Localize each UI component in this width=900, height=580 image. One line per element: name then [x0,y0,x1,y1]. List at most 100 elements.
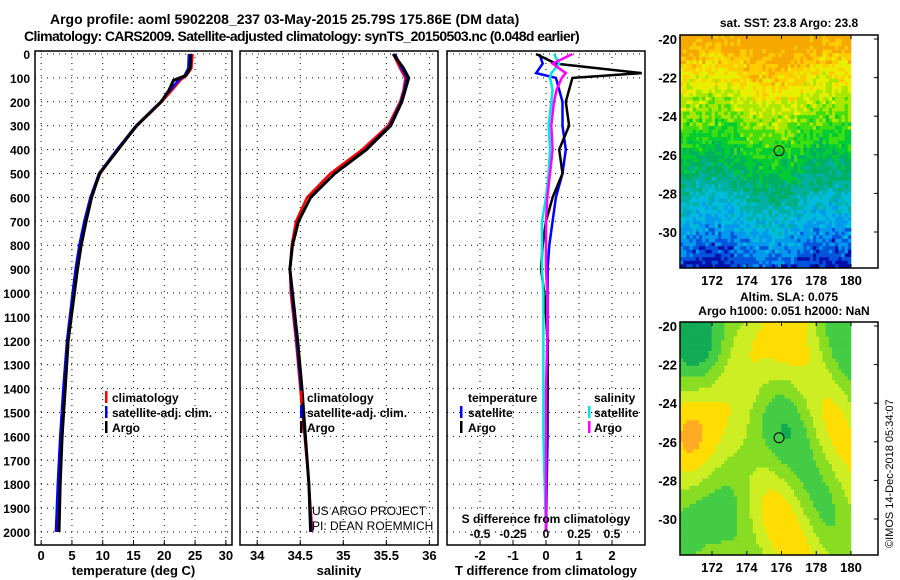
map-cell [787,166,792,170]
map-cell [695,478,700,483]
map-cell [841,49,845,54]
map-cell [708,449,712,454]
map-cell [727,322,731,326]
map-cell [695,173,700,178]
map-cell [752,136,757,141]
map-cell [743,195,747,200]
map-cell [794,180,798,185]
map-cell [835,195,839,200]
map-cell [695,104,700,109]
map-cell [711,129,716,134]
map-cell [711,187,716,192]
x-tick-label: -2 [474,548,486,563]
map-cell [718,394,722,399]
map-cell [746,122,750,127]
map-cell [797,260,801,265]
map-cell [809,78,814,83]
map-cell [762,96,766,101]
map-cell [683,75,687,79]
map-cell [828,38,833,43]
map-cell [727,420,731,425]
map-cell [771,253,776,258]
map-cell [841,217,845,221]
map-cell [822,213,826,218]
map-cell [711,260,716,265]
map-cell [835,75,839,79]
map-cell [702,507,706,512]
map-cell [708,438,712,443]
map-cell [743,253,747,258]
map-cell [771,209,776,214]
map-cell [702,122,706,127]
map-cell [803,42,807,47]
map-cell [699,38,703,43]
map-cell [695,474,700,479]
map-cell [828,42,833,47]
map-cell [702,75,706,79]
map-cell [794,75,798,79]
map-cell [841,100,845,105]
map-cell [714,96,719,101]
map-cell [692,67,697,72]
map-cell [816,238,820,243]
map-cell [765,253,769,258]
map-cell [781,155,785,160]
map-cell [740,496,744,501]
map-cell [680,522,684,527]
map-cell [714,253,719,258]
map-cell [835,257,839,262]
map-cell [683,38,687,43]
map-cell [718,217,722,221]
map-cell [825,111,830,116]
map-cell [819,56,823,61]
map-cell [714,354,719,359]
map-cell [740,485,744,490]
map-cell [711,169,716,174]
map-cell [746,238,750,243]
map-cell [737,504,741,508]
map-cell [797,104,801,109]
map-cell [847,71,852,76]
map-cell [721,166,725,170]
map-cell [721,96,725,101]
map-cell [727,42,731,47]
map-cell [847,176,852,181]
map-cell [844,136,849,141]
map-cell [721,423,725,428]
map-cell [730,471,735,476]
map-cell [686,202,690,207]
map-cell [778,195,782,200]
map-cell [730,42,735,47]
map-cell [727,533,731,538]
map-cell [702,144,706,149]
map-cell [828,158,833,163]
map-cell [743,217,747,221]
map-cell [692,431,697,436]
map-cell [702,467,706,472]
map-cell [740,187,744,192]
map-cell [692,209,697,214]
map-cell [771,60,776,65]
map-cell [699,238,703,243]
map-cell [841,71,845,76]
map-cell [695,442,700,447]
map-cell [813,71,817,76]
map-cell [844,220,849,225]
map-cell [686,504,690,508]
map-cell [806,169,811,174]
map-cell [727,49,731,54]
map-cell [718,485,722,490]
map-cell [689,453,693,457]
map-cell [702,420,706,425]
map-cell [699,60,703,65]
map-sla_map: 172 174 176 178 180-20-22-24-26-28-30Altim. … [658,290,879,575]
map-cell [749,209,754,214]
map-cell [816,42,820,47]
map-cell [730,140,735,145]
map-cell [822,227,826,232]
map-cell [832,198,836,203]
map-cell [680,53,684,58]
map-cell [711,398,716,403]
map-cell [800,220,804,225]
map-cell [699,42,703,47]
